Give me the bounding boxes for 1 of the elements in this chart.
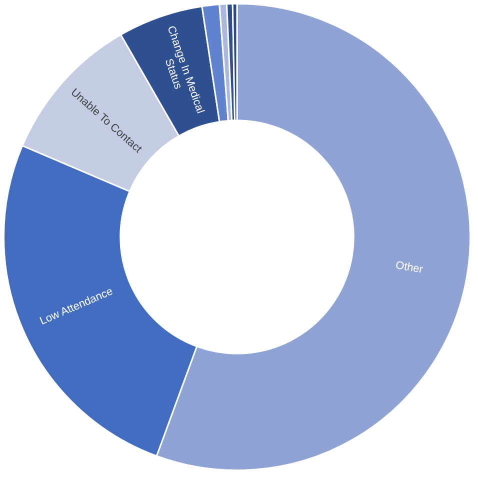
- slice-label: Other: [394, 259, 424, 276]
